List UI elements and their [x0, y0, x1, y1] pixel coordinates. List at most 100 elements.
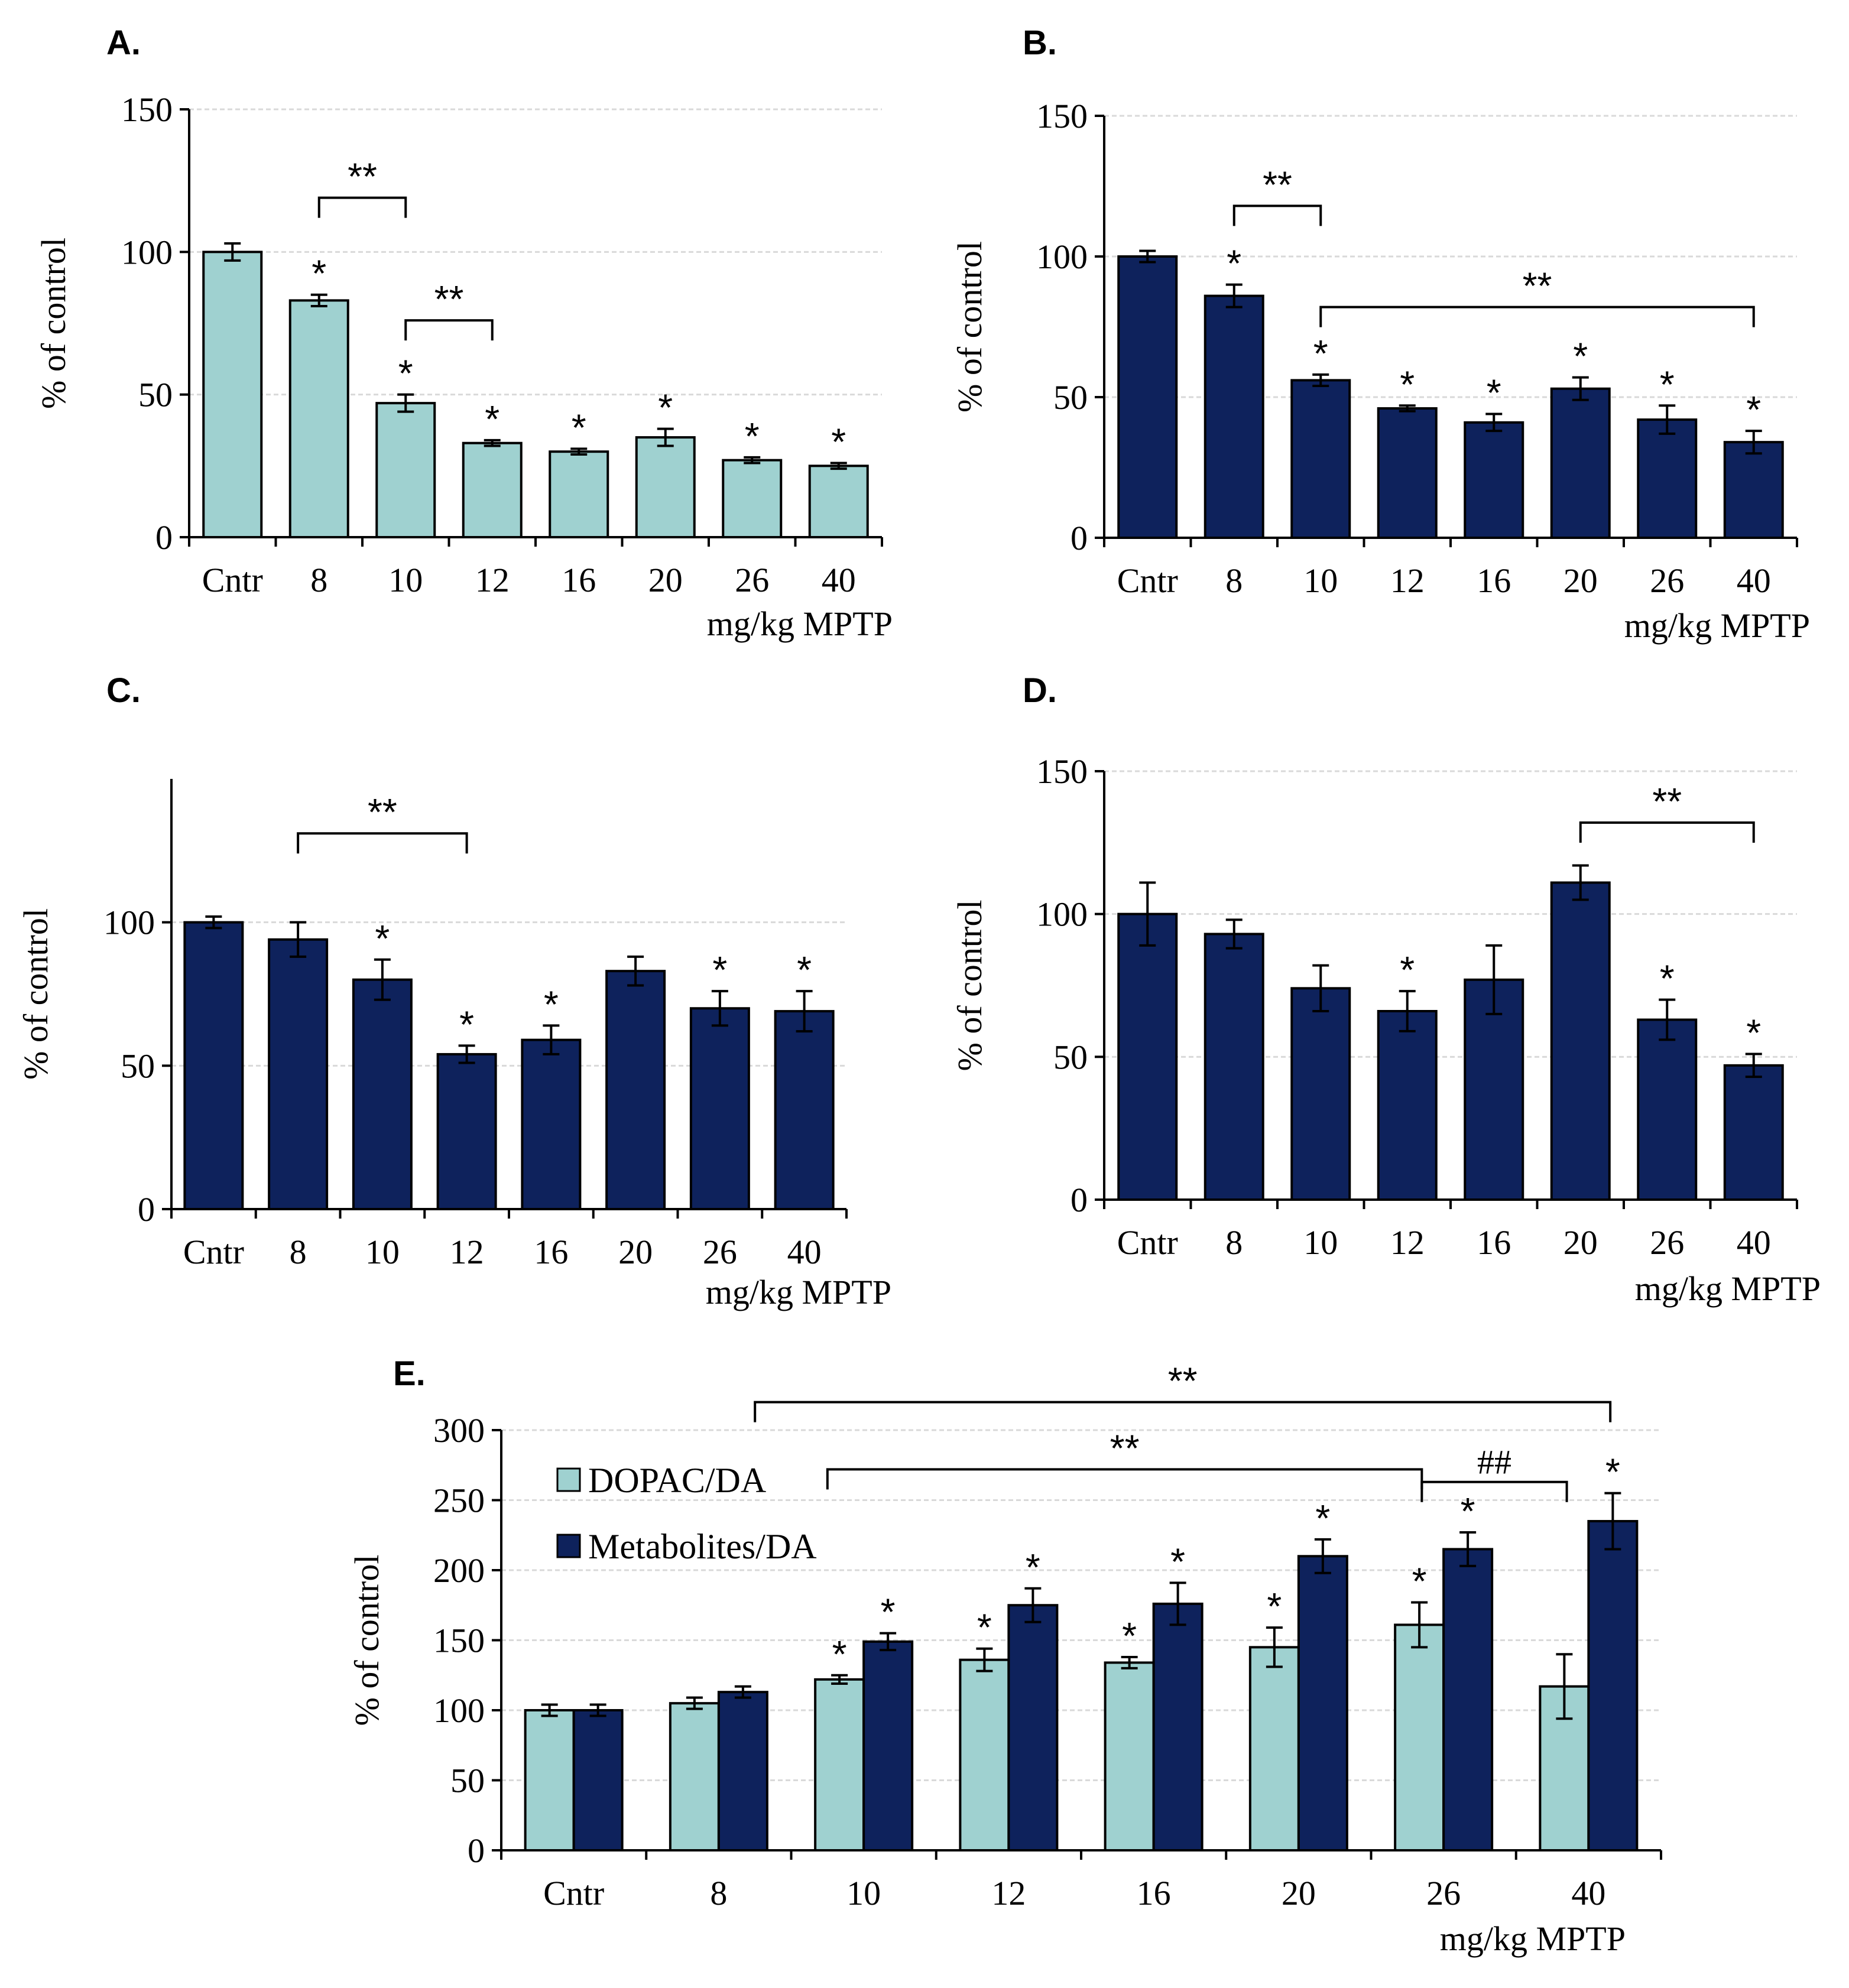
x-axis-label: mg/kg MPTP [1624, 606, 1810, 645]
significance-bracket [754, 1401, 1612, 1422]
significance-star: * [1400, 948, 1415, 991]
x-tick-label: 16 [562, 561, 596, 599]
bar [1394, 1623, 1445, 1851]
significance-star: * [1660, 363, 1675, 405]
chart-panel-e: E. 0 50 100 150 200 250 300 Cntr 8 10 12 16 20 26 40 mg/… [348, 1354, 1662, 1958]
x-axis-label: mg/kg MPTP [1440, 1919, 1626, 1958]
x-axis-label: mg/kg MPTP [707, 605, 893, 643]
significance-star: * [831, 421, 846, 463]
bar [288, 299, 349, 538]
y-axis-label: % of control [17, 908, 55, 1080]
significance-star: * [375, 917, 390, 960]
significance-bracket [1420, 1480, 1568, 1502]
x-tick-label: 10 [1303, 1223, 1338, 1262]
significance-star: * [1227, 242, 1241, 285]
significance-bracket [1232, 204, 1322, 226]
panel-label: A. [106, 24, 141, 62]
bracket-label: ** [434, 278, 464, 320]
x-tick-label: 10 [1303, 561, 1338, 600]
x-tick-label: 10 [846, 1874, 881, 1912]
x-tick-label: 20 [1282, 1874, 1316, 1912]
x-tick-label: 20 [1563, 1223, 1598, 1262]
x-axis-label: mg/kg MPTP [1635, 1269, 1821, 1308]
x-tick-label: 12 [1390, 1223, 1425, 1262]
bar [1152, 1602, 1204, 1851]
bar [375, 402, 436, 538]
x-tick-label: 12 [450, 1233, 484, 1271]
x-tick-label: 12 [475, 561, 510, 599]
y-axis-label: % of control [951, 241, 989, 412]
significance-star: * [1122, 1615, 1137, 1657]
significance-bracket [317, 196, 407, 218]
bar [1377, 1010, 1438, 1201]
chart-panel-d: D. 0 50 100 150 Cntr 8 10 12 16 20 26 40 mg/kg MPTP % … [951, 671, 1821, 1308]
y-tick-label: 0 [138, 1190, 155, 1229]
x-tick-label: 16 [1477, 561, 1511, 600]
x-tick-label: 16 [1477, 1223, 1511, 1262]
x-tick-label: 26 [703, 1233, 737, 1271]
bar [605, 970, 666, 1210]
significance-star: * [1026, 1546, 1040, 1589]
panel-label: E. [393, 1354, 426, 1393]
significance-star: * [572, 406, 586, 449]
x-tick-label: 8 [1225, 1223, 1243, 1262]
chart-panel-b: B. 0 50 100 150 Cntr 8 10 12 16 20 26 40 mg/kg MPTP % … [951, 24, 1810, 645]
x-axis-label: mg/kg MPTP [706, 1273, 891, 1311]
significance-star: * [1660, 957, 1675, 1000]
bar [1550, 387, 1611, 539]
bar [635, 436, 696, 538]
bar [183, 921, 244, 1210]
significance-star: * [712, 948, 727, 991]
bar [1204, 933, 1264, 1201]
x-tick-label: 10 [388, 561, 423, 599]
legend-label: Metabolites/DA [588, 1527, 817, 1566]
bar [717, 1691, 768, 1851]
panel-label: D. [1023, 671, 1057, 710]
y-tick-label: 100 [433, 1691, 485, 1730]
x-tick-label: 16 [534, 1233, 568, 1271]
bar [1637, 418, 1698, 540]
significance-star: * [1170, 1540, 1185, 1583]
panel-label: C. [106, 671, 141, 710]
bracket-label: ** [1652, 780, 1682, 823]
y-tick-label: 50 [121, 1047, 155, 1085]
x-tick-label: Cntr [543, 1874, 604, 1912]
y-axis-label: % of control [348, 1555, 386, 1726]
bar [572, 1709, 624, 1851]
x-tick-label: 40 [1737, 561, 1771, 600]
significance-bracket [404, 319, 494, 341]
y-tick-label: 0 [1071, 519, 1088, 557]
x-tick-label: 40 [1571, 1874, 1605, 1912]
bracket-label: ** [1168, 1360, 1198, 1402]
legend-label: DOPAC/DA [588, 1461, 766, 1500]
y-tick-label: 100 [1036, 895, 1088, 934]
y-tick-label: 100 [1036, 238, 1088, 276]
bar [521, 1038, 582, 1210]
y-tick-label: 50 [450, 1762, 485, 1800]
bracket-label: ** [1110, 1427, 1140, 1469]
significance-star: * [1315, 1497, 1330, 1539]
y-tick-label: 0 [1071, 1181, 1088, 1219]
y-tick-label: 300 [433, 1411, 485, 1450]
x-tick-label: Cntr [1117, 561, 1178, 600]
y-tick-label: 150 [121, 90, 173, 129]
bracket-label: ** [1523, 265, 1552, 307]
bar [1723, 441, 1784, 539]
significance-star: * [1605, 1451, 1620, 1493]
bracket-label: ** [368, 791, 397, 833]
bracket-label: ** [348, 155, 377, 198]
bracket-label: ## [1477, 1443, 1511, 1482]
bar [814, 1678, 865, 1852]
bar [1377, 407, 1438, 539]
significance-star: * [544, 983, 559, 1025]
bar [722, 459, 783, 538]
y-tick-label: 50 [1053, 378, 1088, 417]
bar [549, 450, 609, 539]
legend-swatch [556, 1534, 581, 1558]
significance-star: * [658, 386, 673, 429]
bar [862, 1640, 914, 1852]
bar [352, 978, 413, 1210]
significance-bracket [297, 832, 468, 854]
bar [524, 1709, 575, 1851]
